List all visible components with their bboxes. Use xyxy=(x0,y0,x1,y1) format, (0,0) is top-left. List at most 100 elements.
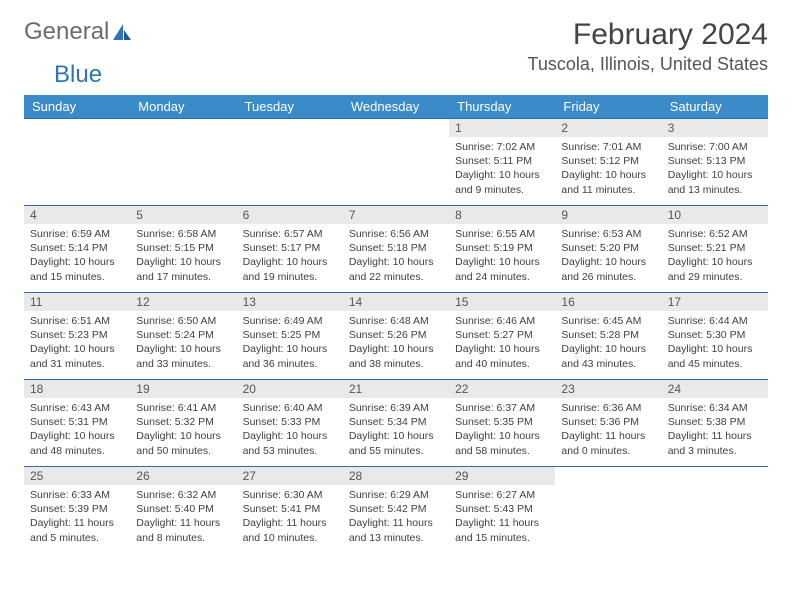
day-number: 16 xyxy=(555,293,661,311)
day-number: 15 xyxy=(449,293,555,311)
calendar-cell: 25Sunrise: 6:33 AMSunset: 5:39 PMDayligh… xyxy=(24,467,130,554)
day-info: Sunrise: 6:33 AMSunset: 5:39 PMDaylight:… xyxy=(24,485,130,549)
calendar-cell xyxy=(237,119,343,206)
day-info: Sunrise: 6:32 AMSunset: 5:40 PMDaylight:… xyxy=(130,485,236,549)
day-number: 21 xyxy=(343,380,449,398)
calendar-cell: 10Sunrise: 6:52 AMSunset: 5:21 PMDayligh… xyxy=(662,206,768,293)
calendar-cell xyxy=(343,119,449,206)
calendar-cell: 16Sunrise: 6:45 AMSunset: 5:28 PMDayligh… xyxy=(555,293,661,380)
day-number: 14 xyxy=(343,293,449,311)
calendar-cell: 27Sunrise: 6:30 AMSunset: 5:41 PMDayligh… xyxy=(237,467,343,554)
calendar-cell: 20Sunrise: 6:40 AMSunset: 5:33 PMDayligh… xyxy=(237,380,343,467)
day-number: 13 xyxy=(237,293,343,311)
day-info: Sunrise: 7:01 AMSunset: 5:12 PMDaylight:… xyxy=(555,137,661,201)
day-number: 17 xyxy=(662,293,768,311)
calendar-cell: 7Sunrise: 6:56 AMSunset: 5:18 PMDaylight… xyxy=(343,206,449,293)
day-info: Sunrise: 6:37 AMSunset: 5:35 PMDaylight:… xyxy=(449,398,555,462)
calendar-row: 4Sunrise: 6:59 AMSunset: 5:14 PMDaylight… xyxy=(24,206,768,293)
weekday-header: Friday xyxy=(555,95,661,119)
day-number: 11 xyxy=(24,293,130,311)
weekday-header: Wednesday xyxy=(343,95,449,119)
calendar-row: 18Sunrise: 6:43 AMSunset: 5:31 PMDayligh… xyxy=(24,380,768,467)
day-number: 27 xyxy=(237,467,343,485)
day-info: Sunrise: 6:46 AMSunset: 5:27 PMDaylight:… xyxy=(449,311,555,375)
day-number: 7 xyxy=(343,206,449,224)
calendar-cell: 1Sunrise: 7:02 AMSunset: 5:11 PMDaylight… xyxy=(449,119,555,206)
day-info: Sunrise: 6:43 AMSunset: 5:31 PMDaylight:… xyxy=(24,398,130,462)
calendar-cell: 21Sunrise: 6:39 AMSunset: 5:34 PMDayligh… xyxy=(343,380,449,467)
calendar-cell xyxy=(555,467,661,554)
day-info: Sunrise: 6:45 AMSunset: 5:28 PMDaylight:… xyxy=(555,311,661,375)
day-number: 2 xyxy=(555,119,661,137)
weekday-header: Monday xyxy=(130,95,236,119)
day-number: 20 xyxy=(237,380,343,398)
location-text: Tuscola, Illinois, United States xyxy=(528,54,768,75)
day-number: 26 xyxy=(130,467,236,485)
day-number: 4 xyxy=(24,206,130,224)
logo: General xyxy=(24,18,135,46)
logo-text-2: Blue xyxy=(54,61,102,89)
calendar-cell: 18Sunrise: 6:43 AMSunset: 5:31 PMDayligh… xyxy=(24,380,130,467)
calendar-body: 1Sunrise: 7:02 AMSunset: 5:11 PMDaylight… xyxy=(24,119,768,554)
calendar-cell: 4Sunrise: 6:59 AMSunset: 5:14 PMDaylight… xyxy=(24,206,130,293)
page-title: February 2024 xyxy=(528,18,768,52)
day-info: Sunrise: 6:44 AMSunset: 5:30 PMDaylight:… xyxy=(662,311,768,375)
calendar-cell: 24Sunrise: 6:34 AMSunset: 5:38 PMDayligh… xyxy=(662,380,768,467)
day-number: 25 xyxy=(24,467,130,485)
weekday-header: Sunday xyxy=(24,95,130,119)
day-info: Sunrise: 6:48 AMSunset: 5:26 PMDaylight:… xyxy=(343,311,449,375)
day-info: Sunrise: 6:30 AMSunset: 5:41 PMDaylight:… xyxy=(237,485,343,549)
day-number: 12 xyxy=(130,293,236,311)
day-info: Sunrise: 6:53 AMSunset: 5:20 PMDaylight:… xyxy=(555,224,661,288)
calendar-cell: 13Sunrise: 6:49 AMSunset: 5:25 PMDayligh… xyxy=(237,293,343,380)
logo-text-1: General xyxy=(24,18,109,46)
day-info: Sunrise: 6:29 AMSunset: 5:42 PMDaylight:… xyxy=(343,485,449,549)
calendar-cell: 23Sunrise: 6:36 AMSunset: 5:36 PMDayligh… xyxy=(555,380,661,467)
calendar-cell xyxy=(130,119,236,206)
day-number: 8 xyxy=(449,206,555,224)
day-info: Sunrise: 6:40 AMSunset: 5:33 PMDaylight:… xyxy=(237,398,343,462)
day-info: Sunrise: 6:41 AMSunset: 5:32 PMDaylight:… xyxy=(130,398,236,462)
day-info: Sunrise: 6:55 AMSunset: 5:19 PMDaylight:… xyxy=(449,224,555,288)
day-info: Sunrise: 7:00 AMSunset: 5:13 PMDaylight:… xyxy=(662,137,768,201)
day-number: 19 xyxy=(130,380,236,398)
calendar-row: 1Sunrise: 7:02 AMSunset: 5:11 PMDaylight… xyxy=(24,119,768,206)
weekday-header: Saturday xyxy=(662,95,768,119)
calendar-cell: 17Sunrise: 6:44 AMSunset: 5:30 PMDayligh… xyxy=(662,293,768,380)
day-info: Sunrise: 6:49 AMSunset: 5:25 PMDaylight:… xyxy=(237,311,343,375)
title-block: February 2024 Tuscola, Illinois, United … xyxy=(528,18,768,75)
weekday-header: Thursday xyxy=(449,95,555,119)
calendar-cell: 29Sunrise: 6:27 AMSunset: 5:43 PMDayligh… xyxy=(449,467,555,554)
day-info: Sunrise: 6:50 AMSunset: 5:24 PMDaylight:… xyxy=(130,311,236,375)
calendar-cell: 22Sunrise: 6:37 AMSunset: 5:35 PMDayligh… xyxy=(449,380,555,467)
weekday-header: Tuesday xyxy=(237,95,343,119)
calendar-table: SundayMondayTuesdayWednesdayThursdayFrid… xyxy=(24,95,768,554)
calendar-cell: 11Sunrise: 6:51 AMSunset: 5:23 PMDayligh… xyxy=(24,293,130,380)
calendar-cell: 8Sunrise: 6:55 AMSunset: 5:19 PMDaylight… xyxy=(449,206,555,293)
day-number: 9 xyxy=(555,206,661,224)
day-number: 28 xyxy=(343,467,449,485)
day-number: 5 xyxy=(130,206,236,224)
calendar-header-row: SundayMondayTuesdayWednesdayThursdayFrid… xyxy=(24,95,768,119)
calendar-cell xyxy=(662,467,768,554)
calendar-cell: 26Sunrise: 6:32 AMSunset: 5:40 PMDayligh… xyxy=(130,467,236,554)
day-info: Sunrise: 6:52 AMSunset: 5:21 PMDaylight:… xyxy=(662,224,768,288)
day-info: Sunrise: 6:57 AMSunset: 5:17 PMDaylight:… xyxy=(237,224,343,288)
day-info: Sunrise: 6:58 AMSunset: 5:15 PMDaylight:… xyxy=(130,224,236,288)
day-info: Sunrise: 6:59 AMSunset: 5:14 PMDaylight:… xyxy=(24,224,130,288)
calendar-cell: 15Sunrise: 6:46 AMSunset: 5:27 PMDayligh… xyxy=(449,293,555,380)
day-number: 6 xyxy=(237,206,343,224)
day-number: 3 xyxy=(662,119,768,137)
calendar-cell: 9Sunrise: 6:53 AMSunset: 5:20 PMDaylight… xyxy=(555,206,661,293)
day-number: 23 xyxy=(555,380,661,398)
calendar-row: 25Sunrise: 6:33 AMSunset: 5:39 PMDayligh… xyxy=(24,467,768,554)
day-number: 1 xyxy=(449,119,555,137)
day-info: Sunrise: 6:34 AMSunset: 5:38 PMDaylight:… xyxy=(662,398,768,462)
calendar-cell: 5Sunrise: 6:58 AMSunset: 5:15 PMDaylight… xyxy=(130,206,236,293)
calendar-cell: 14Sunrise: 6:48 AMSunset: 5:26 PMDayligh… xyxy=(343,293,449,380)
day-number: 24 xyxy=(662,380,768,398)
calendar-cell xyxy=(24,119,130,206)
day-info: Sunrise: 6:39 AMSunset: 5:34 PMDaylight:… xyxy=(343,398,449,462)
day-number: 10 xyxy=(662,206,768,224)
day-number: 29 xyxy=(449,467,555,485)
